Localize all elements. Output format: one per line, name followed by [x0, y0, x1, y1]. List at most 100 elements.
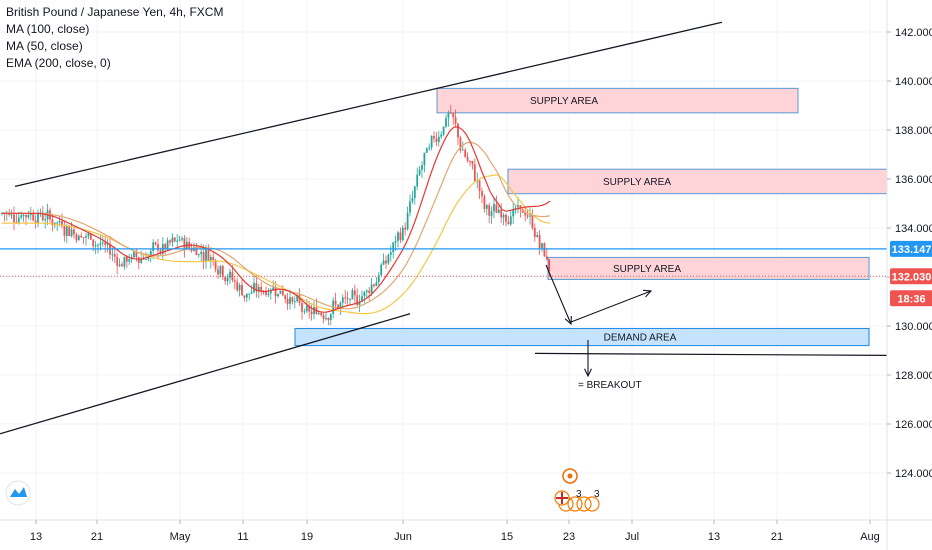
uk-flag-cross — [556, 492, 568, 504]
candle-body — [61, 221, 63, 227]
candle-body — [505, 214, 507, 222]
candle-body — [473, 164, 476, 181]
last-price-badge-label: 132.030 — [892, 271, 932, 283]
supply-zone — [507, 168, 888, 195]
candle-body — [229, 271, 231, 278]
candle-body — [68, 225, 71, 237]
candle-body — [195, 246, 198, 256]
candle-body — [353, 290, 356, 296]
candle-body — [207, 249, 210, 261]
candle-body — [121, 264, 123, 267]
candle-body — [471, 160, 474, 165]
candle-body — [32, 213, 35, 221]
candle-body — [361, 296, 363, 302]
candle-body — [77, 235, 80, 241]
time-tick-label: 21 — [771, 531, 783, 543]
candle-body — [58, 221, 61, 223]
symbol-title[interactable]: British Pound / Japanese Yen, 4h, FXCM — [6, 5, 224, 19]
candle-body — [17, 217, 20, 223]
grid-lines — [0, 0, 887, 520]
candle-body — [149, 251, 152, 257]
candle-body — [8, 213, 11, 215]
candle-body — [380, 264, 383, 276]
candle-body — [481, 191, 483, 197]
candle-body — [178, 239, 181, 241]
supply-zone-label: SUPPLY AREA — [530, 96, 598, 107]
candle-body — [159, 250, 162, 254]
candle-body — [507, 221, 510, 225]
candle-body — [296, 295, 299, 302]
bar-countdown-badge: 18:36 — [890, 290, 932, 307]
candle-body — [341, 297, 344, 303]
candle-body — [356, 295, 359, 306]
candle-body — [51, 219, 54, 226]
candle-body — [111, 254, 114, 256]
ema200-line — [2, 126, 551, 313]
candle-body — [27, 215, 30, 218]
candle-body — [399, 232, 402, 241]
candle-body — [135, 251, 138, 258]
arrow-head — [564, 315, 572, 326]
candle-body — [284, 295, 287, 299]
candle-body — [387, 254, 390, 264]
candle-body — [34, 220, 37, 223]
candle-body — [281, 290, 284, 296]
candle-body — [176, 240, 179, 242]
candle-body — [406, 212, 409, 230]
price-tick-label: 140.000 — [895, 76, 932, 88]
candle-body — [416, 174, 419, 187]
time-tick-label: 15 — [501, 531, 513, 543]
candle-body — [241, 284, 243, 296]
candle-body — [13, 214, 15, 222]
legend-ma100[interactable]: MA (100, close) — [6, 22, 90, 36]
candle-body — [253, 283, 255, 292]
candle-body — [118, 264, 121, 266]
candle-body — [214, 259, 217, 270]
time-tick-label: 13 — [30, 531, 42, 543]
candle-body — [418, 169, 421, 175]
candle-body — [128, 259, 131, 262]
ma100-line — [2, 174, 551, 315]
candle-body — [92, 239, 95, 247]
candle-body — [457, 123, 459, 138]
price-tick-label: 130.000 — [895, 321, 932, 333]
candle-body — [339, 302, 342, 309]
candle-body — [44, 219, 47, 221]
candle-body — [267, 293, 270, 295]
logo-mark — [10, 487, 27, 497]
candle-body — [423, 152, 426, 166]
candle-body — [392, 242, 395, 253]
candle-body — [401, 227, 404, 241]
time-tick-label: 23 — [563, 531, 575, 543]
candle-body — [226, 277, 229, 282]
legend-ema200[interactable]: EMA (200, close, 0) — [6, 56, 111, 70]
candle-body — [411, 198, 414, 202]
candle-body — [65, 225, 68, 236]
supply-zone — [436, 87, 799, 114]
candle-body — [125, 256, 128, 262]
candle-body — [238, 284, 241, 291]
candle-body — [469, 160, 471, 162]
candle-body — [459, 137, 462, 151]
legend-ma50[interactable]: MA (50, close) — [6, 39, 83, 53]
candle-body — [541, 243, 543, 248]
candle-body — [87, 233, 90, 237]
event-ring — [567, 496, 583, 512]
badge-bg — [890, 240, 932, 257]
candle-body — [500, 209, 503, 218]
candle-body — [370, 284, 373, 293]
candle-body — [25, 214, 27, 218]
bar-countdown-badge-label: 18:36 — [897, 293, 925, 305]
candle-body — [493, 204, 495, 212]
candle-body — [543, 243, 546, 257]
candle-body — [29, 213, 32, 216]
candle-body — [329, 313, 332, 321]
candle-body — [365, 290, 368, 293]
time-tick-label: Jun — [394, 531, 412, 543]
price-tick-label: 138.000 — [895, 125, 932, 137]
candle-body — [447, 112, 450, 119]
price-tick-label: 136.000 — [895, 174, 932, 186]
candle-body — [289, 297, 291, 304]
